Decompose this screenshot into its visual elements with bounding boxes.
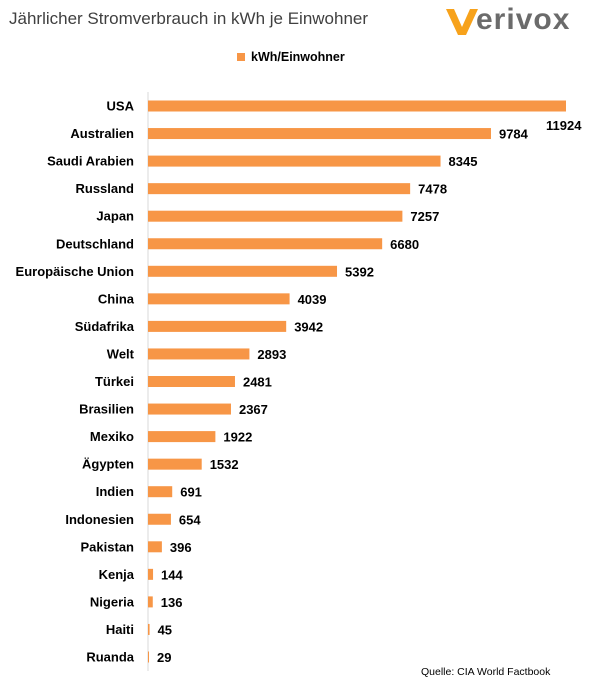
bar <box>148 128 491 140</box>
value-label: 2893 <box>257 347 286 362</box>
bar <box>148 210 403 222</box>
value-label: 144 <box>161 567 183 582</box>
value-label: 11924 <box>546 118 582 133</box>
verivox-logo: erivox <box>444 3 594 39</box>
category-label: USA <box>107 99 135 114</box>
value-label: 396 <box>170 540 192 555</box>
bar <box>148 320 287 332</box>
category-label: Japan <box>96 209 134 224</box>
value-label: 7257 <box>410 209 439 224</box>
bar <box>148 155 441 167</box>
source-note: Quelle: CIA World Factbook <box>421 666 551 678</box>
chart-title: Jährlicher Stromverbrauch in kWh je Einw… <box>9 9 369 28</box>
value-label: 45 <box>158 622 172 637</box>
logo-text: erivox <box>476 3 571 36</box>
value-label: 136 <box>161 595 183 610</box>
bar <box>148 403 231 415</box>
category-label: Ruanda <box>86 650 134 665</box>
value-label: 5392 <box>345 264 374 279</box>
category-label: Deutschland <box>56 236 134 251</box>
category-label: Welt <box>107 346 135 361</box>
value-label: 4039 <box>298 292 327 307</box>
category-label: Türkei <box>95 374 134 389</box>
value-label: 691 <box>180 485 202 500</box>
value-label: 1532 <box>210 457 239 472</box>
bar <box>148 238 383 250</box>
category-label: Saudi Arabien <box>47 154 134 169</box>
category-label: China <box>98 291 135 306</box>
verivox-v-icon <box>446 9 478 35</box>
bar <box>148 431 216 443</box>
category-label: Haiti <box>106 622 134 637</box>
bar <box>148 623 150 635</box>
bar <box>148 348 250 360</box>
category-label: Kenja <box>99 567 135 582</box>
legend-swatch <box>237 53 245 61</box>
category-label: Europäische Union <box>16 264 135 279</box>
bar <box>148 513 171 525</box>
value-label: 654 <box>179 512 201 527</box>
value-label: 8345 <box>449 154 478 169</box>
category-label: Indonesien <box>65 512 134 527</box>
value-label: 2367 <box>239 402 268 417</box>
legend-label: kWh/Einwohner <box>251 50 345 64</box>
value-label: 9784 <box>499 127 529 142</box>
category-label: Indien <box>96 484 134 499</box>
value-label: 2481 <box>243 375 272 390</box>
category-label: Südafrika <box>75 319 135 334</box>
category-label: Mexiko <box>90 429 134 444</box>
bar <box>148 100 566 112</box>
bar <box>148 293 290 305</box>
bar <box>148 265 338 277</box>
category-label: Pakistan <box>81 539 135 554</box>
bar <box>148 183 411 195</box>
category-label: Australien <box>70 126 134 141</box>
bar <box>148 596 153 608</box>
value-label: 3942 <box>294 319 323 334</box>
bar <box>148 486 173 498</box>
value-label: 29 <box>157 650 171 665</box>
category-label: Russland <box>75 181 134 196</box>
category-label: Brasilien <box>79 402 134 417</box>
value-label: 6680 <box>390 237 419 252</box>
value-label: 1922 <box>223 430 252 445</box>
bar <box>148 651 150 663</box>
category-label: Nigeria <box>90 594 135 609</box>
bar <box>148 376 235 387</box>
bar <box>148 458 202 470</box>
legend: kWh/Einwohner <box>237 50 345 64</box>
bar <box>148 568 154 580</box>
value-label: 7478 <box>418 182 447 197</box>
category-label: Ägypten <box>82 457 134 472</box>
bar <box>148 541 162 553</box>
